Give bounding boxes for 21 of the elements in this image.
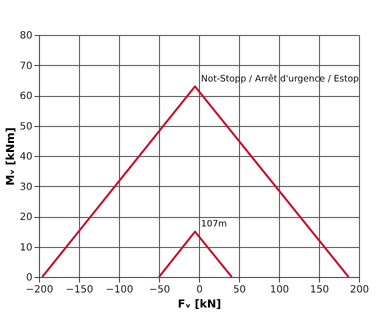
x-axis-title: Fᵥ [kN] — [178, 298, 222, 310]
annotation: 107m — [201, 220, 227, 230]
x-tick-label: −150 — [66, 284, 94, 296]
x-tick-label: 200 — [350, 284, 370, 296]
x-tick-label: 0 — [196, 284, 203, 296]
y-tick-label: 80 — [20, 30, 32, 42]
y-tick-label: 50 — [20, 121, 32, 132]
x-tick-label: 100 — [270, 284, 290, 296]
y-tick-label: 60 — [20, 91, 32, 102]
x-tick-label: −200 — [26, 284, 54, 296]
y-tick-label: 10 — [20, 242, 32, 254]
y-tick-label: 30 — [20, 182, 32, 193]
x-tick-label: −50 — [148, 284, 170, 296]
x-tick-label: 50 — [233, 284, 246, 296]
x-tick-label: 150 — [310, 284, 330, 296]
y-tick-label: 70 — [20, 60, 32, 72]
y-tick-label: 0 — [26, 272, 32, 284]
y-axis-title: Mᵥ [kNm] — [4, 127, 17, 186]
x-tick-label: −100 — [106, 284, 134, 296]
y-tick-label: 40 — [20, 152, 32, 162]
y-tick-label: 20 — [20, 212, 32, 223]
